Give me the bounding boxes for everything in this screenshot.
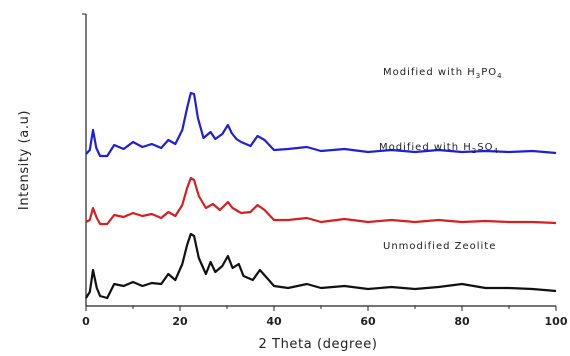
- x-axis-tick-labels: 0 20 40 60 80 100: [82, 315, 568, 328]
- y-axis-title: Intensity (a.u): [17, 110, 32, 210]
- series-unmodified-line: [85, 232, 557, 300]
- x-tick-label: 80: [454, 315, 470, 328]
- series-h2so4-line: [85, 176, 557, 226]
- x-tick-label: 100: [545, 315, 568, 328]
- series-label-h3po4: Modified with H3PO4: [383, 67, 503, 80]
- x-axis-title: 2 Theta (degree): [258, 337, 377, 352]
- x-tick-label: 20: [172, 315, 188, 328]
- series-label-h2so4: Modified with H2SO4: [379, 142, 499, 155]
- series-label-unmodified: Unmodified Zeolite: [383, 241, 496, 252]
- x-axis-ticks: [82, 13, 557, 311]
- series-h3po4-line: [85, 91, 557, 158]
- x-tick-label: 0: [82, 315, 90, 328]
- x-tick-label: 40: [266, 315, 282, 328]
- series-labels: Modified with H3PO4 Modified with H2SO4 Un…: [379, 67, 503, 252]
- x-tick-label: 60: [360, 315, 376, 328]
- series-traces: [85, 91, 557, 300]
